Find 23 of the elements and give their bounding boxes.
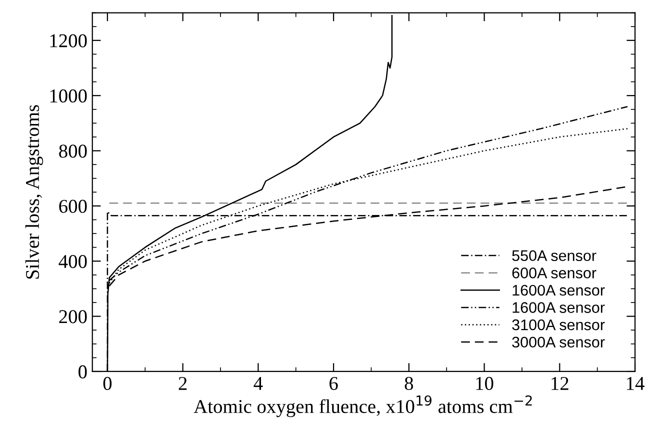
legend-label: 600A sensor bbox=[512, 268, 596, 278]
x-tick-label: 8 bbox=[404, 376, 414, 390]
y-tick-label: 200 bbox=[59, 310, 87, 324]
x-tick-label: 0 bbox=[103, 376, 112, 390]
legend-label: 3000A sensor bbox=[512, 336, 605, 348]
x-tick-label: 14 bbox=[627, 377, 644, 390]
legend-label: 3100A sensor bbox=[512, 319, 605, 330]
y-tick-label: 400 bbox=[58, 254, 87, 268]
legend-label: 550A sensor bbox=[512, 250, 596, 262]
y-tick-label: 800 bbox=[59, 144, 87, 158]
x-axis-title: Atomic oxygen fluence, x10$^{19}$ atoms cm$^{−2}$ bbox=[194, 395, 532, 418]
x-tick-label: 12 bbox=[552, 376, 568, 390]
legend-label: 1600A sensor bbox=[512, 302, 605, 313]
y-tick-label: 600 bbox=[59, 200, 87, 213]
x-tick-label: 10 bbox=[476, 376, 494, 390]
legend-label: 1600A sensor bbox=[512, 284, 605, 296]
y-tick-label: 1000 bbox=[50, 89, 87, 103]
y-axis-title: Silver loss, Angstroms bbox=[25, 105, 44, 279]
x-tick-label: 6 bbox=[330, 376, 338, 390]
y-tick-label: 0 bbox=[78, 365, 87, 378]
x-tick-label: 4 bbox=[254, 377, 263, 390]
x-tick-label: 2 bbox=[178, 376, 187, 390]
y-tick-label: 1200 bbox=[50, 34, 87, 48]
